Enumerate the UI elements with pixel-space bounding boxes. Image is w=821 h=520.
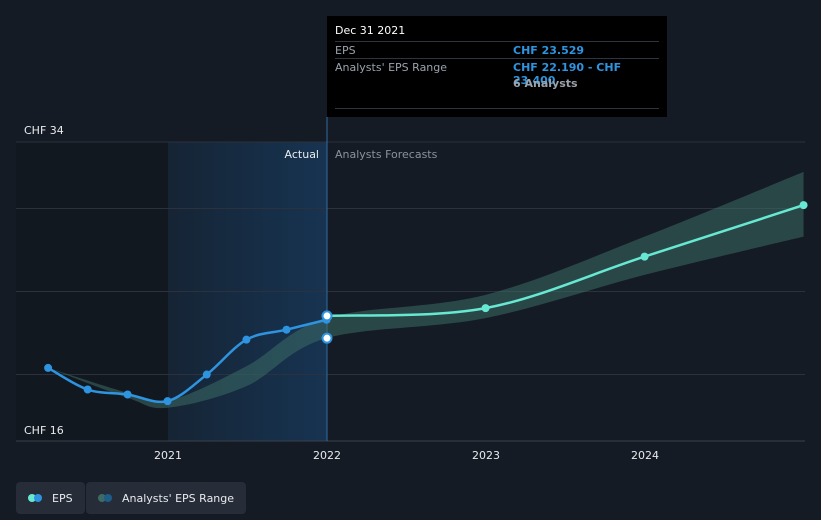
- eps-forecast-line: [326, 203, 804, 318]
- eps-legend-icon: [28, 494, 44, 502]
- legend-eps-label: EPS: [52, 491, 73, 505]
- eps-actual-point-5: [242, 335, 251, 344]
- eps-actual-point-2: [123, 390, 132, 399]
- x-tick-2022: 2022: [313, 449, 341, 462]
- tooltip-analysts-count: 6 Analysts: [513, 77, 578, 90]
- tooltip-eps-row: EPS CHF 23.529: [335, 41, 659, 59]
- eps-actual-point-3: [163, 397, 172, 406]
- forecast-section-label: Analysts Forecasts: [335, 148, 438, 161]
- legend-eps-range[interactable]: Analysts' EPS Range: [86, 482, 247, 514]
- tooltip-divider: [335, 108, 659, 109]
- tooltip-date: Dec 31 2021: [335, 24, 406, 37]
- x-tick-2023: 2023: [472, 449, 500, 462]
- legend-range-label: Analysts' EPS Range: [122, 491, 235, 505]
- eps-actual-point-4: [202, 370, 211, 379]
- tooltip-eps-marker: [321, 310, 333, 322]
- tooltip-analysts-row: 6 Analysts: [335, 75, 659, 92]
- x-tick-2024: 2024: [631, 449, 659, 462]
- chart-tooltip: Dec 31 2021 EPS CHF 23.529 Analysts' EPS…: [327, 16, 667, 117]
- tooltip-range-marker: [321, 332, 333, 344]
- eps-actual-point-0: [44, 363, 53, 372]
- tooltip-range-row: Analysts' EPS Range CHF 22.190 - CHF 23.…: [335, 58, 659, 87]
- legend-eps[interactable]: EPS: [16, 482, 85, 514]
- tooltip-eps-value: CHF 23.529: [513, 44, 585, 57]
- eps-forecast-point-1: [640, 252, 649, 261]
- eps-forecast-point-0: [481, 304, 490, 313]
- eps-actual-point-1: [83, 385, 92, 394]
- x-tick-2021: 2021: [154, 449, 182, 462]
- tooltip-range-label: Analysts' EPS Range: [335, 61, 448, 74]
- tooltip-eps-label: EPS: [335, 44, 356, 57]
- actual-section-label: Actual: [285, 148, 319, 161]
- y-label-top: CHF 34: [24, 124, 64, 137]
- tooltip-range-value: CHF 22.190 - CHF 23.400: [513, 61, 622, 87]
- eps-actual-point-6: [282, 325, 291, 334]
- eps-forecast-point-2: [799, 201, 808, 210]
- y-label-bottom: CHF 16: [24, 424, 64, 437]
- eps-range-legend-icon: [98, 494, 114, 502]
